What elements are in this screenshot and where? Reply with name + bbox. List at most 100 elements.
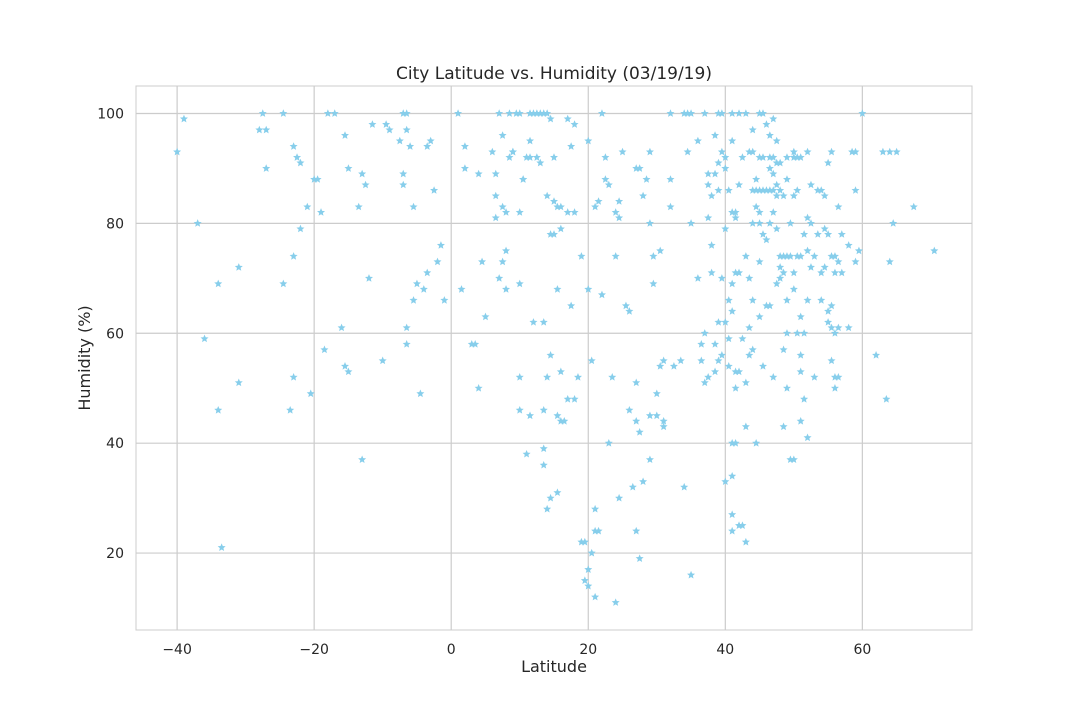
data-point <box>296 224 305 233</box>
data-point <box>738 521 747 529</box>
data-point <box>505 109 514 117</box>
data-point <box>820 224 829 233</box>
data-point <box>909 202 918 211</box>
data-point <box>748 296 757 304</box>
data-point <box>796 351 805 359</box>
data-point <box>570 120 579 128</box>
data-point <box>258 109 267 117</box>
data-point <box>577 252 586 260</box>
data-point <box>358 169 367 178</box>
x-tick-label: −40 <box>162 642 192 658</box>
data-point <box>615 197 624 205</box>
data-point <box>779 191 788 200</box>
data-point <box>827 147 836 156</box>
data-point <box>293 153 302 161</box>
data-point <box>402 125 411 134</box>
data-point <box>769 114 778 123</box>
data-point <box>779 268 788 277</box>
data-point <box>550 230 558 238</box>
data-point <box>491 169 500 178</box>
data-point <box>800 329 809 337</box>
data-point <box>741 252 750 260</box>
data-point <box>707 241 716 249</box>
data-point <box>457 285 466 293</box>
data-point <box>556 202 565 211</box>
data-point <box>625 406 634 414</box>
data-point <box>409 296 418 304</box>
data-point <box>604 180 613 189</box>
data-point <box>344 367 353 376</box>
data-point <box>179 114 188 123</box>
data-point <box>834 373 843 381</box>
data-point <box>234 263 243 271</box>
data-point <box>789 268 798 277</box>
data-point <box>550 197 558 205</box>
data-point <box>806 263 815 271</box>
data-point <box>378 356 387 365</box>
data-point <box>419 285 428 293</box>
data-point <box>872 351 881 359</box>
data-point <box>738 153 747 161</box>
data-point <box>409 202 418 211</box>
data-point <box>323 109 332 117</box>
data-point <box>782 175 791 183</box>
data-point <box>502 246 511 255</box>
data-point <box>789 191 798 200</box>
data-point <box>697 356 706 365</box>
data-point <box>700 329 709 337</box>
data-point <box>820 263 829 271</box>
data-point <box>354 202 363 211</box>
data-point <box>830 384 839 392</box>
data-point <box>536 158 545 167</box>
data-point <box>587 548 596 557</box>
data-point <box>741 378 750 387</box>
data-point <box>580 537 589 546</box>
data-point <box>481 312 490 321</box>
data-point <box>361 180 370 189</box>
data-point <box>553 411 562 420</box>
data-point <box>810 373 819 381</box>
data-point <box>721 477 730 486</box>
data-point <box>851 147 860 156</box>
data-point <box>628 482 637 491</box>
x-axis-title: Latitude <box>521 657 587 676</box>
data-point <box>728 109 737 117</box>
data-point <box>731 208 740 216</box>
data-point <box>454 109 463 117</box>
data-point <box>827 301 836 310</box>
data-point <box>474 169 483 178</box>
data-point <box>765 301 774 310</box>
data-point <box>406 142 415 150</box>
data-point <box>611 208 620 216</box>
data-point <box>687 570 696 579</box>
chart-title: City Latitude vs. Humidity (03/19/19) <box>396 64 712 84</box>
data-point <box>844 241 853 249</box>
data-point <box>803 246 812 255</box>
data-point <box>714 318 723 326</box>
data-point <box>704 180 713 189</box>
data-point <box>488 147 497 156</box>
data-point <box>755 257 764 266</box>
x-tick-label: −20 <box>299 642 329 658</box>
data-point <box>851 257 860 266</box>
data-point <box>717 274 726 282</box>
data-point <box>735 109 744 117</box>
data-point <box>796 252 805 260</box>
data-point <box>584 581 593 590</box>
data-point <box>556 224 565 233</box>
data-point <box>502 208 511 216</box>
data-point <box>289 373 298 381</box>
data-point <box>759 153 767 161</box>
data-point <box>776 274 785 282</box>
data-points <box>173 109 939 606</box>
data-point <box>817 268 826 277</box>
data-point <box>498 257 507 266</box>
data-point <box>385 125 394 134</box>
data-point <box>553 488 562 497</box>
data-point <box>563 395 572 403</box>
data-point <box>368 120 377 128</box>
data-point <box>748 147 757 156</box>
data-point <box>584 136 593 145</box>
data-point <box>358 455 367 464</box>
